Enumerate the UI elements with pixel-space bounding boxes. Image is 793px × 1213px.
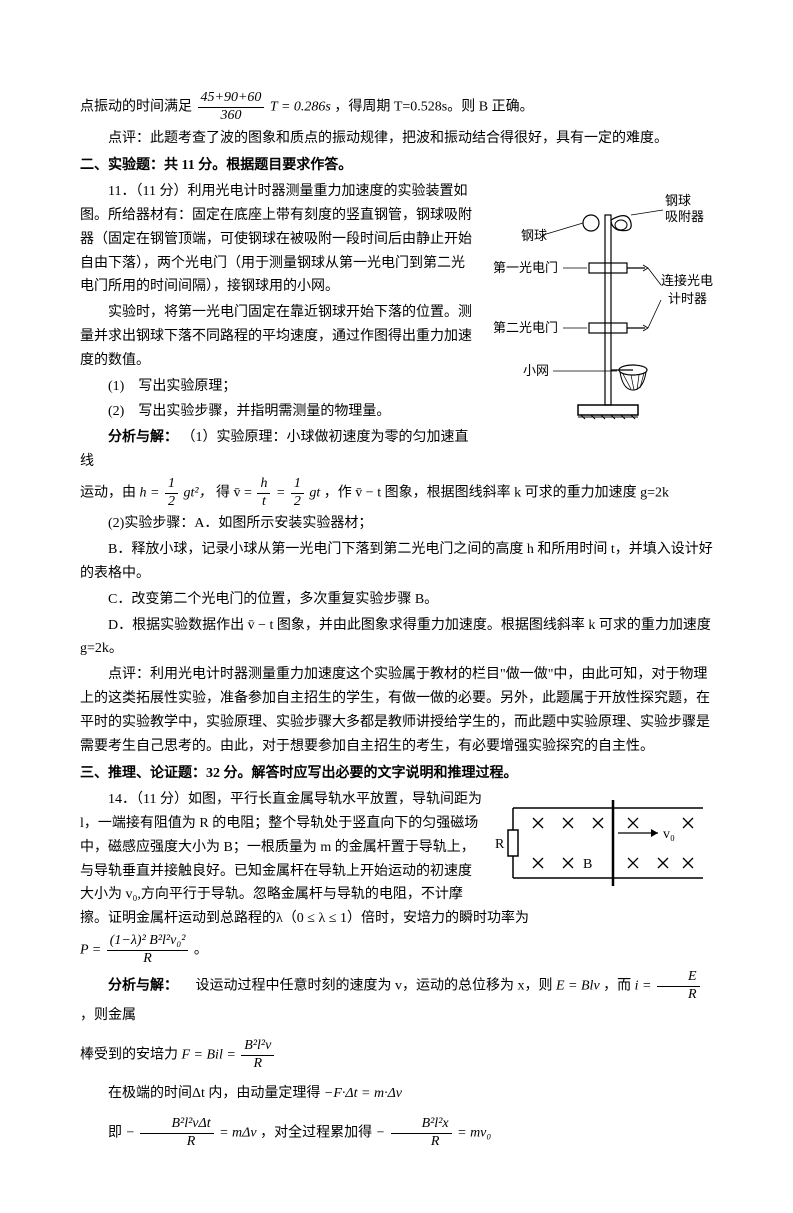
text: ，则金属 [80,1008,136,1023]
fraction: ER [657,969,700,1004]
text: 。 [194,942,208,957]
answer-text: 分析与解： 设运动过程中任意时刻的速度为 v，运动的总位移为 x，则 E = B… [80,969,713,1027]
label-gate1: 第一光电门 [493,260,558,275]
svg-text:吸附器: 吸附器 [665,209,704,224]
review-text: 点评：此题考查了波的图象和质点的振动规律，把波和振动结合得很好，具有一定的难度。 [80,127,713,151]
formula: h = [140,485,160,500]
formula: = mΔv [219,1126,257,1141]
step-text: B．释放小球，记录小球从第一光电门下落到第二光电门之间的高度 h 和所用时间 t… [80,538,713,586]
formula: F = Bil = [182,1047,236,1062]
label-ball: 钢球 [521,228,547,243]
text: 棒受到的安培力 [80,1047,178,1062]
text: 运动，由 [80,485,140,500]
text: ，对全过程累加得 [260,1126,372,1141]
formula: −F·Δt = m·Δv [324,1086,402,1101]
section-title: 二、实验题：共 11 分。根据题目要求作答。 [80,154,713,178]
svg-text:计时器: 计时器 [668,291,707,306]
review-text: 点评：利用光电计时器测量重力加速度这个实验属于教材的栏目"做一做"中，由此可知，… [80,663,713,758]
answer-label: 分析与解： [108,430,178,445]
apparatus-diagram: 钢球 钢球 吸附器 第一光电门 第二光电门 小网 连接光电 计时器 [483,185,713,425]
text: ，作 v̄ − t 图象，根据图线斜率 k 可求的重力加速度 g=2k [324,485,669,500]
label-net: 小网 [523,363,549,378]
document-page: 点振动的时间满足 45+90+60 360 T = 0.286s ，得周期 T=… [0,0,793,1213]
formula: gt [309,485,320,500]
formula: i = [635,979,652,994]
text: ，得周期 T=0.528s。则 B 正确。 [334,100,533,115]
answer-label: 分析与解： [108,979,178,994]
fraction: B²l²vΔtR [140,1116,213,1151]
formula-line: 棒受到的安培力 F = Bil = B²l²vR [80,1038,713,1073]
section-title: 三、推理、论证题：32 分。解答时应写出必要的文字说明和推理过程。 [80,762,713,786]
paragraph: 点振动的时间满足 45+90+60 360 T = 0.286s ，得周期 T=… [80,90,713,125]
step-text: D．根据实验数据作出 v̄ − t 图象，并由此图象求得重力加速度。根据图线斜率… [80,614,713,662]
fraction: B²l²vR [241,1038,274,1073]
formula-line: 即 − B²l²vΔtR = mΔv ，对全过程累加得 − B²l²xR = m… [80,1116,713,1151]
fraction: B²l²xR [391,1116,452,1151]
formula-line: 在极端的时间Δt 内，由动量定理得 −F·Δt = m·Δv [80,1082,713,1106]
answer-text: 分析与解： （1）实验原理：小球做初速度为零的匀加速直线 [80,426,713,474]
label-B: B [583,857,592,872]
label-gate2: 第二光电门 [493,320,558,335]
fraction: 45+90+60 360 [198,90,265,125]
text: 在极端的时间Δt 内，由动量定理得 [108,1086,320,1101]
step-text: C．改变第二个光电门的位置，多次重复实验步骤 B。 [80,588,713,612]
formula: T = 0.286s [270,100,331,115]
fraction: ht [257,476,270,511]
fraction: 12 [291,476,304,511]
circuit-diagram: R v₀ B [493,788,713,898]
text: 即 [108,1126,122,1141]
text: 点振动的时间满足 [80,100,192,115]
label-attach1: 钢球 [665,193,691,208]
step-text: (2)实验步骤：A．如图所示安装实验器材； [80,512,713,536]
formula-line: 运动，由 h = 12 gt²， 得 v̄ = ht = 12 gt ，作 v̄… [80,476,713,511]
text: 得 v̄ = [216,485,252,500]
formula: P = [80,942,101,957]
text: 设运动过程中任意时刻的速度为 v，运动的总位移为 x，则 [182,979,557,994]
fraction: (1−λ)² B²l²v₀² R [107,933,189,968]
formula: = mv₀ [457,1126,491,1141]
fraction: 12 [165,476,178,511]
formula: E = Blv [556,979,600,994]
label-conn1: 连接光电 [661,273,713,288]
formula: gt²， [183,485,212,500]
text: ，而 [603,979,631,994]
formula-line: P = (1−λ)² B²l²v₀² R 。 [80,933,713,968]
label-R: R [495,837,505,852]
label-v0: v₀ [663,827,675,842]
